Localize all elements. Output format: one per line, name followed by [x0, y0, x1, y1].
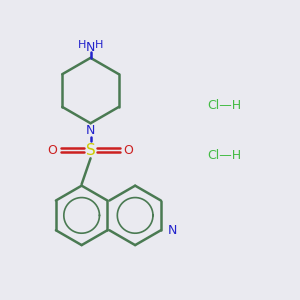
Text: O: O — [124, 143, 134, 157]
Text: H: H — [95, 40, 103, 50]
Text: H: H — [78, 40, 86, 50]
Text: S: S — [86, 142, 95, 158]
Text: O: O — [48, 143, 57, 157]
Text: Cl—H: Cl—H — [207, 99, 242, 112]
Text: N: N — [86, 124, 95, 137]
Text: N: N — [86, 41, 95, 54]
Text: Cl—H: Cl—H — [207, 149, 242, 162]
Text: N: N — [167, 224, 177, 237]
